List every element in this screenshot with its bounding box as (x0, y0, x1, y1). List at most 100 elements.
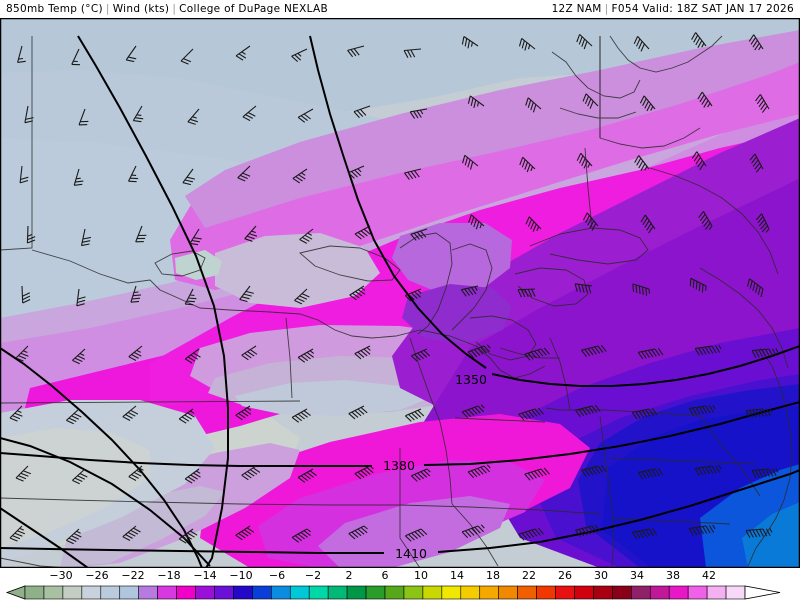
wind-barb (411, 348, 431, 362)
wind-barb-full (705, 405, 711, 414)
wind-barb-full (693, 34, 699, 43)
colorbar-swatch[interactable] (100, 585, 121, 600)
wind-barb-shaft (76, 288, 80, 306)
colorbar-swatch[interactable] (308, 585, 329, 600)
colorbar-swatch[interactable] (233, 585, 253, 600)
wind-barb (745, 528, 773, 538)
colorbar-swatch[interactable] (517, 585, 537, 600)
colorbar-swatch[interactable] (271, 585, 291, 600)
wind-barb (239, 285, 254, 303)
colorbar-swatch[interactable] (138, 585, 158, 600)
wind-barb (72, 348, 86, 365)
wind-barb-half (79, 353, 85, 356)
wind-barb-full (24, 120, 33, 124)
colorbar[interactable]: −30 −26 −22 −18 −14 −10 −6 −2 2 6 10 14 18 22 26 30 34 38… (0, 568, 800, 600)
wind-barb-full (754, 42, 760, 51)
colorbar-swatch[interactable] (593, 585, 613, 600)
colorbar-swatch[interactable] (441, 585, 462, 600)
colorbar-swatch[interactable] (460, 585, 481, 600)
colorbar-swatch[interactable] (81, 585, 102, 600)
colorbar-swatch[interactable] (668, 585, 689, 600)
wind-barb-full (701, 216, 708, 225)
colorbar-swatch[interactable] (157, 585, 177, 600)
wind-barb-full (527, 218, 533, 227)
colorbar-swatch[interactable] (176, 585, 196, 600)
colorbar-swatch[interactable] (195, 585, 215, 600)
wind-barb (576, 33, 593, 50)
wind-barb-full (299, 239, 308, 244)
wind-barb (468, 214, 485, 230)
wind-barb-half (417, 289, 422, 294)
boundary-state-line-16 (451, 503, 499, 567)
wind-barb-shaft (575, 283, 593, 287)
colorbar-swatch[interactable] (289, 585, 310, 600)
colorbar-swatch[interactable] (119, 585, 139, 600)
wind-barb-full (531, 288, 536, 297)
colorbar-swatch[interactable] (384, 585, 405, 600)
map-canvas[interactable]: 1350 1380 1410 (0, 18, 800, 568)
colorbar-swatch[interactable] (422, 585, 443, 600)
wind-barb (461, 36, 479, 49)
header-bar: 850mb Temp (°C) | Wind (kts) | College of Du… (0, 0, 800, 18)
wind-barb-full (420, 471, 428, 478)
colorbar-swatch[interactable] (214, 585, 234, 600)
colorbar-swatch[interactable] (327, 585, 348, 600)
wind-barb-shaft (527, 97, 542, 110)
wind-barb-full (74, 357, 83, 362)
colorbar-swatch[interactable] (649, 585, 670, 600)
colorbar-tick-label: −30 (49, 569, 73, 582)
wind-barb-full (704, 346, 710, 355)
colorbar-swatch[interactable] (555, 585, 575, 600)
wind-barb-full (765, 349, 770, 357)
colorbar-swatch[interactable] (498, 585, 518, 600)
wind-barb-full (414, 531, 422, 538)
wind-barb (294, 288, 310, 305)
wind-barb (688, 524, 716, 536)
colorbar-tick-label: 10 (414, 569, 428, 582)
colorbar-swatch[interactable] (612, 585, 632, 600)
wind-barb-full (249, 233, 258, 237)
wind-barb-full (249, 349, 258, 355)
colorbar-swatch[interactable] (574, 585, 594, 600)
colorbar-swatch[interactable] (24, 585, 45, 600)
colorbar-swatch[interactable] (687, 585, 708, 600)
boundary-state-line-3 (0, 497, 421, 568)
wind-barb (751, 348, 779, 358)
wind-barb-full (641, 409, 648, 418)
wind-barb (235, 525, 255, 541)
boundary-coast-6 (747, 347, 793, 567)
colorbar-swatch[interactable] (725, 585, 746, 600)
wind-barb-full (189, 242, 199, 246)
wind-barb-full (642, 98, 647, 107)
colorbar-swatch[interactable] (43, 585, 64, 600)
boundary-lake-huron (514, 267, 589, 307)
colorbar-swatch[interactable] (365, 585, 386, 600)
colorbar-swatch[interactable] (479, 585, 499, 600)
contour-1410-right (437, 469, 800, 553)
wind-barb-half (76, 177, 81, 180)
wind-barb-full (77, 355, 86, 360)
wind-barb-full (292, 177, 301, 184)
wind-barb (19, 165, 29, 184)
colorbar-swatch[interactable] (62, 585, 83, 600)
wind-barb-half (769, 528, 773, 533)
colorbar-swatch[interactable] (706, 585, 727, 600)
colorbar-swatch[interactable] (536, 585, 556, 600)
colorbar-swatches[interactable] (0, 585, 800, 600)
wind-barb-full (594, 346, 601, 354)
wind-barb-full (519, 157, 524, 166)
wind-barb-full (77, 475, 86, 480)
colorbar-swatch[interactable] (403, 585, 424, 600)
wind-barb-full (131, 354, 139, 359)
wind-barb-shaft (753, 34, 764, 50)
colorbar-swatch[interactable] (252, 585, 272, 600)
wind-barb-full (638, 410, 645, 419)
wind-barb-full (193, 352, 201, 358)
colorbar-swatch[interactable] (346, 585, 367, 600)
wind-barb-full (642, 217, 648, 225)
wind-barb-full (759, 409, 764, 417)
colorbar-swatch[interactable] (631, 585, 651, 600)
wind-barb-half (16, 410, 22, 414)
wind-barb-full (414, 411, 422, 418)
wind-barb-full (468, 529, 475, 536)
